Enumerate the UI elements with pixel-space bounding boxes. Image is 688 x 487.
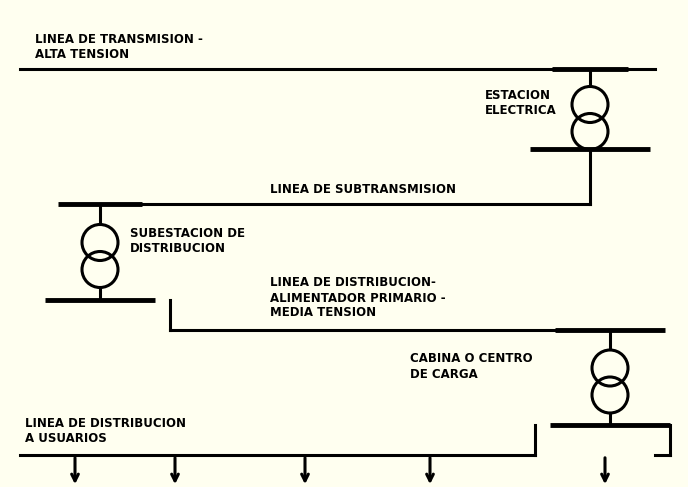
Text: CABINA O CENTRO
DE CARGA: CABINA O CENTRO DE CARGA bbox=[410, 353, 533, 380]
Text: LINEA DE DISTRIBUCION-
ALIMENTADOR PRIMARIO -
MEDIA TENSION: LINEA DE DISTRIBUCION- ALIMENTADOR PRIMA… bbox=[270, 277, 446, 319]
Text: ESTACION
ELECTRICA: ESTACION ELECTRICA bbox=[485, 89, 557, 117]
Text: LINEA DE DISTRIBUCION
A USUARIOS: LINEA DE DISTRIBUCION A USUARIOS bbox=[25, 417, 186, 445]
Text: LINEA DE TRANSMISION -
ALTA TENSION: LINEA DE TRANSMISION - ALTA TENSION bbox=[35, 33, 203, 61]
Text: LINEA DE SUBTRANSMISION: LINEA DE SUBTRANSMISION bbox=[270, 183, 456, 196]
Text: SUBESTACION DE
DISTRIBUCION: SUBESTACION DE DISTRIBUCION bbox=[130, 227, 245, 255]
